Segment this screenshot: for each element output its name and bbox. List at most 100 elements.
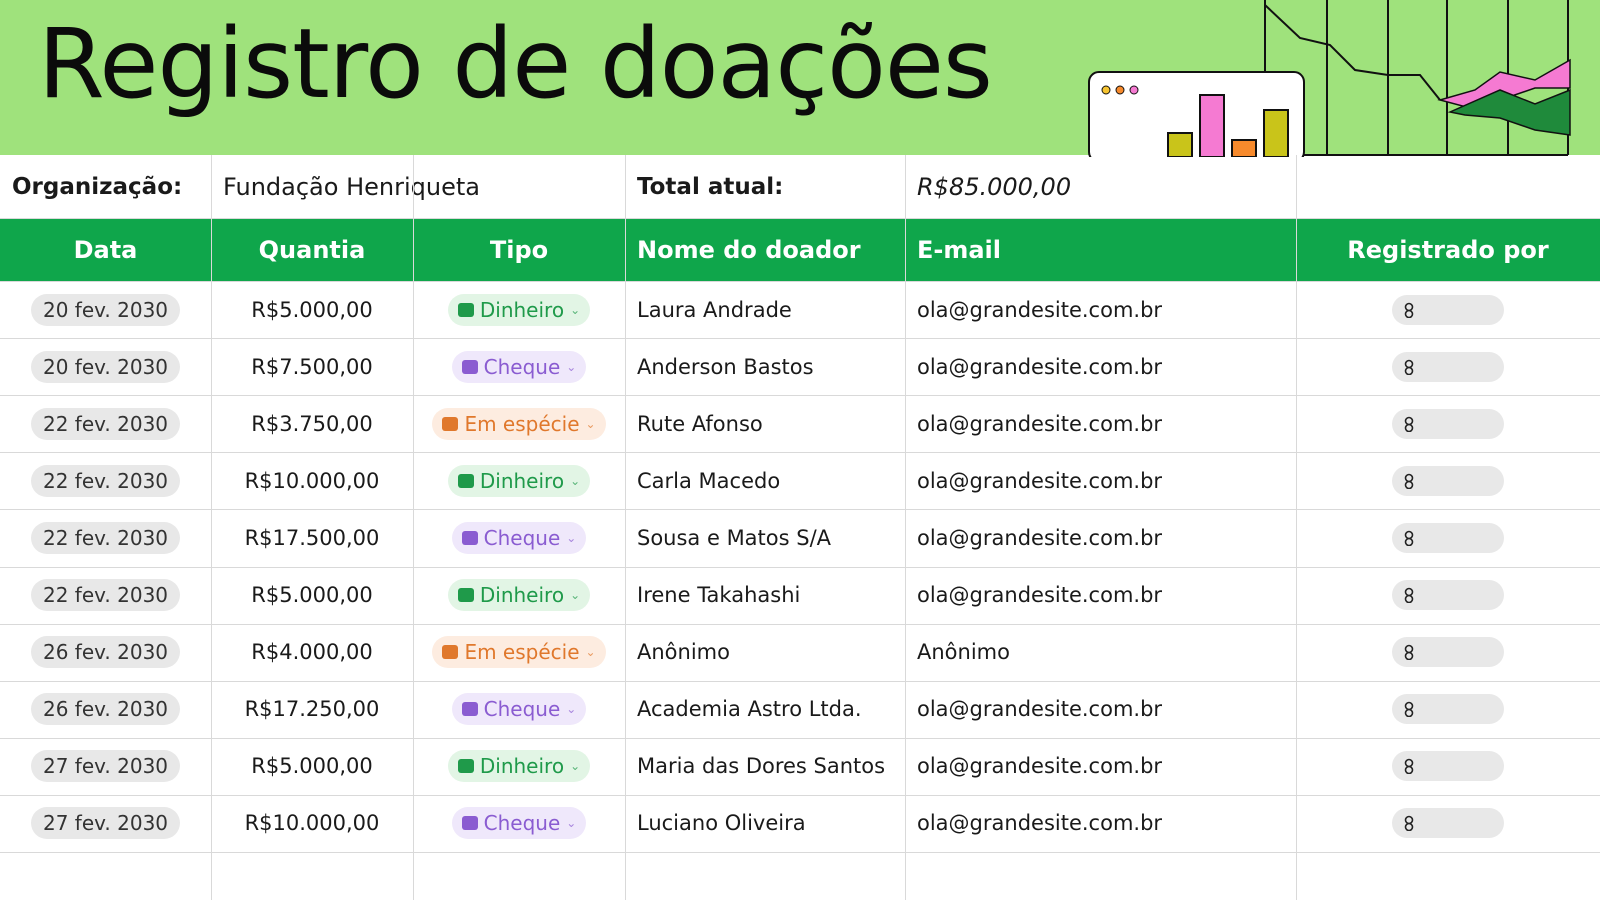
cell: R$7.500,00 xyxy=(211,338,413,395)
donor-name: Sousa e Matos S/A xyxy=(637,525,832,550)
column-header: Quantia xyxy=(211,218,413,281)
cell: Anônimo xyxy=(625,624,905,681)
type-label: Em espécie xyxy=(464,640,580,665)
user-chip[interactable] xyxy=(1392,465,1504,496)
column-header: Data xyxy=(0,218,211,281)
row-divider xyxy=(0,624,1600,625)
chevron: ⌄ xyxy=(570,473,581,488)
date-chip: 22 fev. 2030 xyxy=(30,464,181,497)
chevron: ⌄ xyxy=(570,588,581,603)
date-chip: 27 fev. 2030 xyxy=(30,807,181,840)
cell: 22 fev. 2030 xyxy=(0,452,211,509)
type-dropdown[interactable]: Dinheiro ⌄ xyxy=(447,579,591,612)
cell: Anderson Bastos xyxy=(625,338,905,395)
cell: Laura Andrade xyxy=(625,281,905,338)
amount: R$17.500,00 xyxy=(244,525,380,550)
type-dropdown[interactable]: Dinheiro ⌄ xyxy=(447,293,591,326)
date-chip: 27 fev. 2030 xyxy=(30,750,181,783)
type-icon xyxy=(461,530,478,545)
info-value: Fundação Henriqueta xyxy=(223,172,480,201)
type-icon xyxy=(457,473,474,488)
user-chip[interactable] xyxy=(1392,637,1504,668)
cell: 27 fev. 2030 xyxy=(0,738,211,795)
amount: R$10.000,00 xyxy=(244,811,380,836)
cell: 20 fev. 2030 xyxy=(0,338,211,395)
user-chip[interactable] xyxy=(1392,694,1504,725)
amount: R$5.000,00 xyxy=(251,583,373,608)
user-chip[interactable] xyxy=(1392,808,1504,839)
user-chip[interactable] xyxy=(1392,522,1504,553)
cell: 26 fev. 2030 xyxy=(0,624,211,681)
row-divider xyxy=(0,567,1600,568)
cell xyxy=(1296,681,1600,738)
cell xyxy=(1296,452,1600,509)
type-dropdown[interactable]: Cheque ⌄ xyxy=(451,521,587,554)
cell: ola@grandesite.com.br xyxy=(905,281,1296,338)
user-chip[interactable] xyxy=(1392,580,1504,611)
cell: 22 fev. 2030 xyxy=(0,509,211,566)
type-label: Cheque xyxy=(483,354,561,379)
cell: Carla Macedo xyxy=(625,452,905,509)
date-chip: 26 fev. 2030 xyxy=(30,693,181,726)
column-header: E-mail xyxy=(905,218,1296,281)
user-chip[interactable] xyxy=(1392,294,1504,325)
chevron: ⌄ xyxy=(570,759,581,774)
cell xyxy=(1296,795,1600,852)
row-divider xyxy=(0,218,1600,219)
column-header: Tipo xyxy=(413,218,625,281)
cell: ola@grandesite.com.br xyxy=(905,452,1296,509)
cell: Maria das Dores Santos xyxy=(625,738,905,795)
type-dropdown[interactable]: Cheque ⌄ xyxy=(451,807,587,840)
cell: Dinheiro ⌄ xyxy=(413,567,625,624)
cell: R$3.750,00 xyxy=(211,395,413,452)
user-chip[interactable] xyxy=(1392,751,1504,782)
type-dropdown[interactable]: Dinheiro ⌄ xyxy=(447,464,591,497)
date-chip: 22 fev. 2030 xyxy=(30,521,181,554)
date-chip: 22 fev. 2030 xyxy=(30,579,181,612)
user-chip[interactable] xyxy=(1392,408,1504,439)
user-chip[interactable] xyxy=(1392,351,1504,382)
date-chip: 22 fev. 2030 xyxy=(30,407,181,440)
type-dropdown[interactable]: Em espécie ⌄ xyxy=(432,636,606,669)
donor-name: Maria das Dores Santos xyxy=(637,754,886,779)
type-icon xyxy=(442,416,459,431)
cell: ola@grandesite.com.br xyxy=(905,681,1296,738)
donor-name: Carla Macedo xyxy=(637,468,781,493)
email: ola@grandesite.com.br xyxy=(917,354,1163,379)
type-dropdown[interactable]: Cheque ⌄ xyxy=(451,693,587,726)
cell xyxy=(1296,624,1600,681)
type-dropdown[interactable]: Cheque ⌄ xyxy=(451,350,587,383)
type-label: Dinheiro xyxy=(479,468,565,493)
type-icon xyxy=(461,816,478,831)
cell: 20 fev. 2030 xyxy=(0,281,211,338)
user-icon xyxy=(1404,359,1414,375)
donor-name: Laura Andrade xyxy=(637,297,792,322)
column-divider xyxy=(413,155,414,900)
cell: 22 fev. 2030 xyxy=(0,395,211,452)
cell: Luciano Oliveira xyxy=(625,795,905,852)
cell: R$5.000,00 xyxy=(211,738,413,795)
type-dropdown[interactable]: Dinheiro ⌄ xyxy=(447,750,591,783)
cell: Anônimo xyxy=(905,624,1296,681)
type-icon xyxy=(457,759,474,774)
chevron: ⌄ xyxy=(585,645,596,660)
cell xyxy=(1296,567,1600,624)
amount: R$7.500,00 xyxy=(251,354,373,379)
row-divider xyxy=(0,795,1600,796)
row-divider xyxy=(0,395,1600,396)
type-dropdown[interactable]: Em espécie ⌄ xyxy=(432,407,606,440)
cell: ola@grandesite.com.br xyxy=(905,509,1296,566)
chevron: ⌄ xyxy=(585,416,596,431)
row-divider xyxy=(0,452,1600,453)
type-label: Em espécie xyxy=(464,411,580,436)
chevron: ⌄ xyxy=(570,302,581,317)
chevron: ⌄ xyxy=(566,816,577,831)
type-label: Dinheiro xyxy=(479,583,565,608)
cell: R$4.000,00 xyxy=(211,624,413,681)
type-label: Dinheiro xyxy=(479,754,565,779)
cell xyxy=(1296,338,1600,395)
cell: Cheque ⌄ xyxy=(413,338,625,395)
info-label: Total atual: xyxy=(637,173,784,200)
cell: Cheque ⌄ xyxy=(413,681,625,738)
type-label: Cheque xyxy=(483,697,561,722)
